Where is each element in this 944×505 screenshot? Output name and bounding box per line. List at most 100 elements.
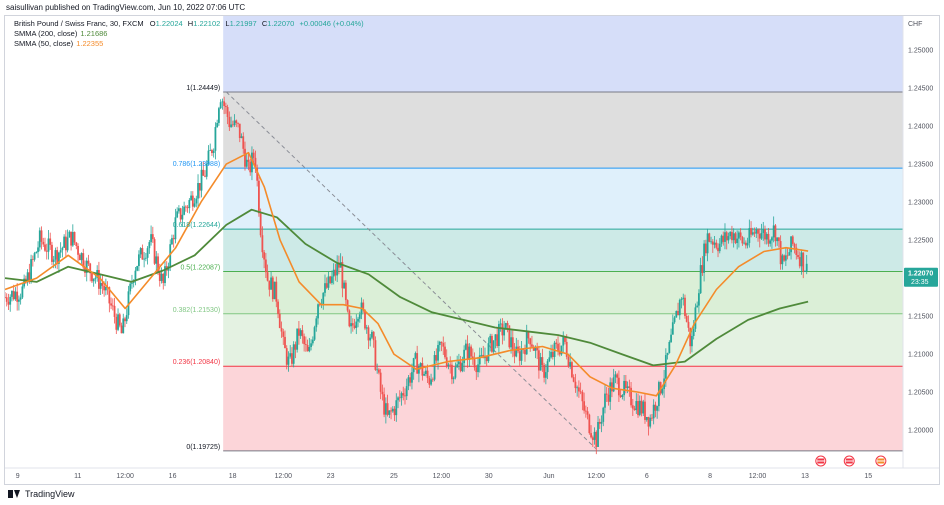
fib-level-label: 0.236(1.20840) <box>173 359 220 366</box>
legend-smma200[interactable]: SMMA (200, close) 1.21686 <box>14 29 107 38</box>
candle-body <box>313 327 316 340</box>
candle-body <box>202 169 205 176</box>
candle-body <box>539 357 542 371</box>
candle-body <box>190 195 192 201</box>
candle-body <box>264 259 267 273</box>
candle-body <box>557 343 559 351</box>
candle-body <box>477 364 479 373</box>
candle-body <box>633 408 636 411</box>
candle-body <box>237 122 239 124</box>
candle-body <box>11 290 13 297</box>
candle-body <box>600 421 603 424</box>
candle-body <box>278 313 281 328</box>
candle-body <box>440 341 443 344</box>
candle-body <box>470 346 472 357</box>
candle-body <box>670 334 672 343</box>
candle-body <box>586 411 589 415</box>
candle-body <box>298 328 300 336</box>
price-axis-tick-label: 1.20500 <box>908 390 933 397</box>
candle-body <box>722 235 725 242</box>
candle-body <box>468 346 471 360</box>
candle-body <box>463 349 466 364</box>
candle-body <box>504 323 507 330</box>
candle-body <box>788 252 791 256</box>
candle-body <box>158 272 161 281</box>
candle-body <box>433 355 436 380</box>
candle-body <box>49 238 52 245</box>
candle-body <box>155 256 158 264</box>
candle-body <box>680 298 683 300</box>
fib-band <box>223 366 904 451</box>
candle-body <box>117 314 119 330</box>
candle-body <box>769 240 772 244</box>
candle-body <box>78 254 81 261</box>
candle-body <box>214 127 217 151</box>
candle-body <box>395 400 398 416</box>
candle-body <box>122 318 125 334</box>
candle-body <box>651 417 653 419</box>
candle-body <box>258 180 260 214</box>
candle-body <box>85 260 88 273</box>
candle-body <box>755 229 758 234</box>
event-flag-icon[interactable] <box>843 455 855 467</box>
candle-body <box>564 336 566 342</box>
candle-body <box>729 231 732 237</box>
candle-body <box>506 323 509 326</box>
candle-body <box>216 122 219 128</box>
candle-body <box>424 370 427 375</box>
candle-body <box>804 271 806 272</box>
candle-body <box>475 367 478 373</box>
candle-body <box>411 372 413 383</box>
chart-frame[interactable]: 1(1.24449) 0.786(1.23988) 0.618(1.22644) 0.… <box>4 15 940 485</box>
chart-canvas[interactable]: 1(1.24449) 0.786(1.23988) 0.618(1.22644) 0.… <box>5 16 939 484</box>
candle-body <box>628 386 631 388</box>
candle-body <box>777 237 780 242</box>
ohlc-high: 1.22102 <box>193 19 221 28</box>
candle-body <box>416 353 419 374</box>
candle-body <box>524 349 526 355</box>
candle-body <box>238 123 241 139</box>
symbol-name[interactable]: British Pound / Swiss Franc, 30, FXCM <box>14 19 144 28</box>
candle-body <box>431 379 434 381</box>
candle-body <box>748 228 751 243</box>
legend-smma50[interactable]: SMMA (50, close) 1.22355 <box>14 39 103 48</box>
tradingview-brand: TradingView <box>25 489 75 499</box>
time-axis-tick-label: 6 <box>645 473 649 480</box>
candle-body <box>598 422 601 424</box>
candle-body <box>287 356 290 365</box>
candle-body <box>19 297 22 300</box>
candle-body <box>14 291 17 300</box>
candle-body <box>252 152 255 158</box>
candle-body <box>304 344 307 345</box>
candle-body <box>668 342 671 353</box>
tradingview-logo[interactable]: TradingView <box>8 489 75 499</box>
candle-body <box>776 237 779 242</box>
candle-body <box>89 263 92 274</box>
candle-body <box>581 391 584 402</box>
candle-body <box>678 299 681 316</box>
candle-body <box>317 304 319 319</box>
candle-body <box>442 343 445 347</box>
candle-body <box>604 393 606 408</box>
candle-body <box>5 297 8 302</box>
candle-body <box>579 391 582 393</box>
candle-body <box>113 305 116 317</box>
event-flag-icon[interactable] <box>875 455 887 467</box>
candle-body <box>548 357 551 362</box>
candle-body <box>400 393 403 398</box>
candle-body <box>645 417 648 420</box>
candle-body <box>771 237 773 241</box>
event-flag-icon[interactable] <box>815 455 827 467</box>
candle-body <box>271 277 274 300</box>
price-axis-tick-label: 1.24500 <box>908 86 933 93</box>
candle-body <box>657 382 660 407</box>
candle-body <box>172 238 175 240</box>
candle-body <box>371 331 373 338</box>
ohlc-close-label: C <box>261 19 268 28</box>
candle-body <box>569 362 572 367</box>
candle-body <box>458 361 460 365</box>
smma200-value: 1.21686 <box>80 29 108 38</box>
candle-body <box>534 347 537 351</box>
candle-body <box>207 150 210 164</box>
candle-body <box>364 310 366 329</box>
